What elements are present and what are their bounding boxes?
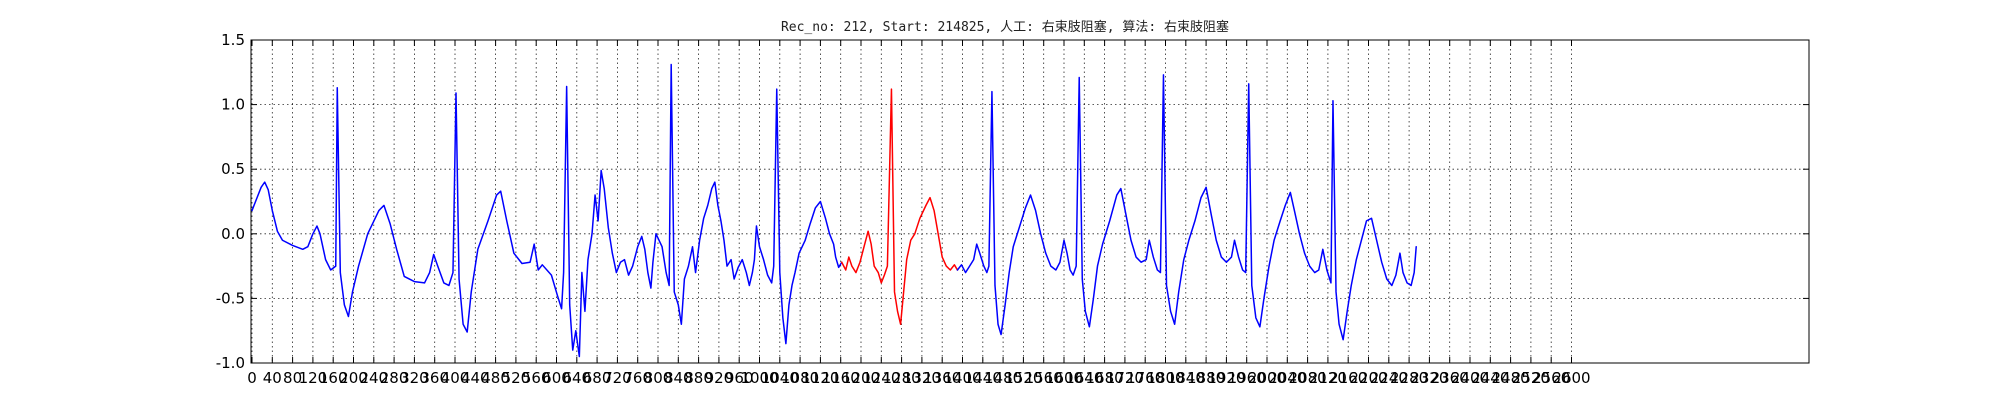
x-tick-label: 2520: [1512, 369, 1550, 387]
y-tick-label: 1.0: [221, 96, 245, 114]
y-tick-label: 1.5: [221, 31, 245, 49]
x-tick-label: 2320: [1410, 369, 1448, 387]
ecg-series: [956, 74, 1417, 341]
x-tick-label: 240: [359, 369, 388, 387]
x-tick-label: 1960: [1228, 369, 1266, 387]
x-tick-label: 1760: [1126, 369, 1164, 387]
x-tick-label: 1400: [943, 369, 981, 387]
x-tick-label: 1000: [740, 369, 778, 387]
x-tick-label: 1240: [862, 369, 900, 387]
x-tick-label: 400: [441, 369, 470, 387]
x-tick-label: 2480: [1492, 369, 1530, 387]
x-tick-label: 120: [299, 369, 328, 387]
x-tick-label: 2600: [1552, 369, 1590, 387]
x-tick-label: 1120: [801, 369, 839, 387]
x-tick-label: 1680: [1086, 369, 1124, 387]
x-tick-label: 640: [562, 369, 591, 387]
grid-layer: [251, 39, 1809, 364]
x-tick-label: 1320: [903, 369, 941, 387]
x-tick-label: 2400: [1451, 369, 1489, 387]
x-tick-label: 880: [684, 369, 713, 387]
x-tick-label: 1480: [984, 369, 1022, 387]
chart-title: Rec_no: 212, Start: 214825, 人工: 右束肢阻塞, 算…: [781, 19, 1229, 35]
x-tick-label: 2120: [1309, 369, 1347, 387]
x-tick-label: 1840: [1167, 369, 1205, 387]
x-tick-label: 200: [339, 369, 368, 387]
x-tick-label: 1520: [1004, 369, 1042, 387]
x-tick-label: 800: [644, 369, 673, 387]
x-tick-label: 1640: [1065, 369, 1103, 387]
x-tick-label: 520: [502, 369, 531, 387]
y-tick-label: -0.5: [216, 289, 245, 307]
x-tick-label: 2440: [1471, 369, 1509, 387]
x-tick-label: 1360: [923, 369, 961, 387]
y-tick-label: 0.0: [221, 225, 245, 243]
x-tick-label: 2160: [1329, 369, 1367, 387]
x-tick-label: 1800: [1146, 369, 1184, 387]
x-tick-label: 360: [420, 369, 449, 387]
x-tick-label: 840: [664, 369, 693, 387]
x-tick-label: 2000: [1248, 369, 1286, 387]
x-tick-label: 2240: [1370, 369, 1408, 387]
x-tick-label: 0: [247, 369, 257, 387]
x-tick-label: 1280: [883, 369, 921, 387]
x-tick-label: 1720: [1106, 369, 1144, 387]
x-tick-label: 1920: [1207, 369, 1245, 387]
x-tick-label: 1160: [822, 369, 860, 387]
x-tick-label: 1600: [1045, 369, 1083, 387]
x-tick-label: 1880: [1187, 369, 1225, 387]
x-tick-label: 560: [522, 369, 551, 387]
x-tick-label: 1080: [781, 369, 819, 387]
x-tick-label: 1440: [964, 369, 1002, 387]
x-tick-label: 2200: [1349, 369, 1387, 387]
x-tick-label: 1040: [761, 369, 799, 387]
x-tick-label: 480: [481, 369, 510, 387]
x-tick-label: 80: [283, 369, 302, 387]
x-tick-label: 440: [461, 369, 490, 387]
x-tick-label: 2360: [1431, 369, 1469, 387]
x-tick-label: 720: [603, 369, 632, 387]
ecg-series: [251, 63, 843, 358]
x-tick-label: 1200: [842, 369, 880, 387]
x-tick-label: 320: [400, 369, 429, 387]
x-tick-label: 600: [542, 369, 571, 387]
x-tick-label: 2560: [1532, 369, 1570, 387]
x-tick-label: 960: [725, 369, 754, 387]
x-tick-label: 2040: [1268, 369, 1306, 387]
y-tick-label: 0.5: [221, 160, 245, 178]
x-tick-label: 2080: [1289, 369, 1327, 387]
plot-frame: [250, 39, 1810, 364]
x-tick-label: 160: [319, 369, 348, 387]
x-tick-label: 920: [705, 369, 734, 387]
x-tick-label: 280: [380, 369, 409, 387]
series-layer: [251, 63, 1417, 358]
y-tick-label: -1.0: [216, 354, 245, 372]
x-tick-label: 680: [583, 369, 612, 387]
x-tick-label: 40: [263, 369, 282, 387]
x-tick-label: 1560: [1025, 369, 1063, 387]
ticks-layer: 0 40 8012016020024028032036040044048052056…: [216, 31, 1809, 387]
highlighted-beat-series: [840, 88, 959, 325]
x-tick-label: 760: [623, 369, 652, 387]
x-tick-label: 2280: [1390, 369, 1428, 387]
